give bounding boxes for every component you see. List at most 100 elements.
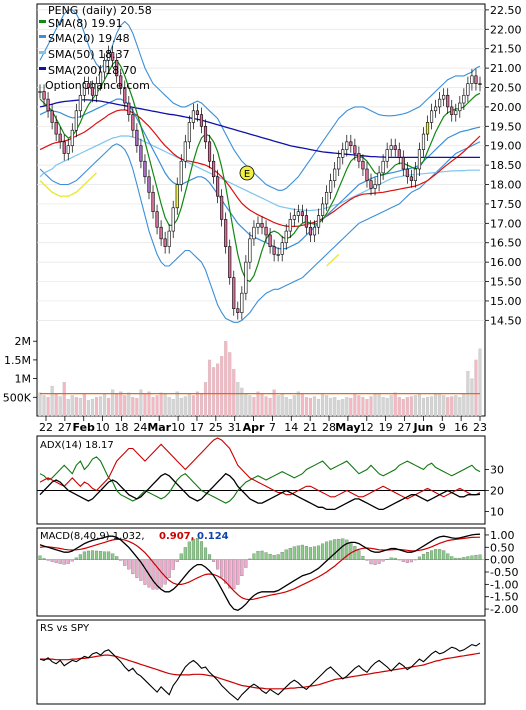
price-tick-label: 15.50 [490,276,522,289]
volume-bar [220,356,223,416]
candle-body [402,157,405,169]
candle-body [337,157,340,169]
date-tick-label: 31 [228,421,242,434]
volume-bar [67,399,70,416]
macd-histogram-bar [47,560,50,561]
macd-histogram-bar [55,560,58,563]
candle-body [257,223,260,227]
macd-histogram-bar [462,557,465,559]
macd-histogram-bar [438,549,441,559]
macd-histogram-bar [107,552,110,560]
macd-histogram-bar [325,542,328,560]
volume-bar [47,397,50,416]
date-tick-label: 23 [473,421,487,434]
price-tick-label: 16.50 [490,237,522,250]
candle-body [148,177,151,193]
volume-bar [301,394,304,416]
volume-bar [176,392,179,416]
volume-bar [426,397,429,416]
volume-bar [196,392,199,416]
macd-histogram-bar [285,550,288,560]
rs-title: RS vs SPY [40,623,90,634]
candle-body [75,111,78,130]
macd-histogram-bar [454,558,457,560]
adx-title: ADX(14) 18.17 [40,440,114,451]
date-tick-label: 7 [269,421,276,434]
date-tick-label: 9 [439,421,446,434]
volume-bar [458,397,461,416]
volume-bar [357,395,360,416]
macd-histogram-bar [184,547,187,559]
volume-bar [313,397,316,416]
candle-body [301,212,304,216]
macd-tick-label: -1.50 [490,591,518,604]
volume-bar [152,397,155,416]
candle-body [128,103,131,115]
volume-bar [349,398,352,416]
volume-bar [160,393,163,416]
candle-body [329,181,332,193]
macd-histogram-bar [269,554,272,560]
candle-body [426,122,429,134]
candle-body [414,169,417,181]
macd-histogram-bar [273,555,276,559]
volume-bar [192,395,195,416]
candle-body [277,254,280,255]
candle-body [471,76,474,84]
macd-histogram-bar [265,553,268,560]
macd-histogram-bar [309,547,312,559]
candle-body [180,161,183,184]
macd-histogram-bar [220,560,223,577]
macd-histogram-bar [135,560,138,578]
volume-bar [164,394,167,416]
macd-histogram-bar [228,560,231,588]
volume-bar [253,397,256,416]
macd-histogram-bar [313,547,316,560]
volume-bar [204,382,207,416]
adx-tick-label: 30 [490,464,504,477]
macd-histogram-bar [79,555,82,560]
candle-body [455,111,458,115]
candle-body [370,181,373,189]
macd-histogram-bar [442,551,445,560]
candle-body [67,146,70,154]
volume-bar [224,341,227,416]
macd-histogram-bar [248,559,251,560]
legend-sma50: SMA(50) 18.37 [48,48,130,61]
date-tick-label: Mar [147,421,171,434]
candle-body [442,95,445,99]
date-tick-label: 25 [209,421,223,434]
volume-bar [43,395,46,416]
macd-histogram-bar [297,546,300,560]
candle-body [378,173,381,185]
candle-body [450,107,453,115]
macd-histogram-bar [111,554,114,560]
volume-bar [59,397,62,416]
watermark: OptionChance.com [45,79,150,92]
candle-body [47,99,50,111]
volume-bar [410,397,413,416]
volume-bar [438,394,441,416]
rs-panel: RS vs SPY [37,620,485,704]
volume-tick-label: 1M [15,373,32,386]
volume-bar [83,394,86,416]
candle-body [71,130,74,146]
candle-body [475,76,478,84]
volume-bar [394,393,397,416]
macd-histogram-bar [353,546,356,559]
volume-bar [39,393,42,416]
macd-histogram-bar [321,544,324,560]
macd-histogram-bar [479,555,482,560]
candle-body [152,192,155,211]
volume-bar [180,398,183,416]
adx-tick-label: 10 [490,506,504,519]
volume-bar [422,398,425,416]
candle-body [422,134,425,150]
macd-histogram-bar [236,560,239,585]
candle-body [325,192,328,204]
macd-histogram-bar [317,546,320,560]
volume-bar [127,393,130,416]
volume-bar [337,400,340,416]
volume-bar [305,397,308,416]
